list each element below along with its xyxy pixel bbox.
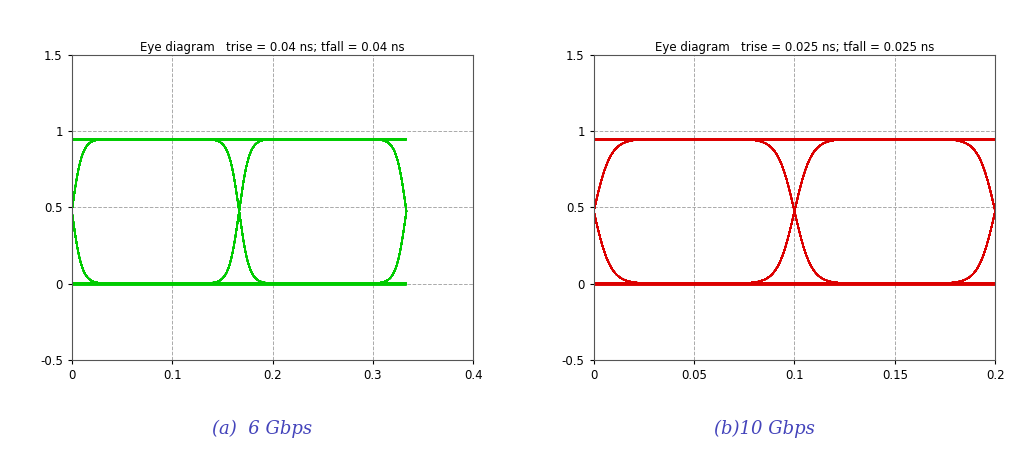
Text: (a)  6 Gbps: (a) 6 Gbps (211, 420, 312, 438)
Title: Eye diagram   trise = 0.04 ns; tfall = 0.04 ns: Eye diagram trise = 0.04 ns; tfall = 0.0… (141, 41, 405, 54)
Text: (b)10 Gbps: (b)10 Gbps (714, 420, 815, 438)
Title: Eye diagram   trise = 0.025 ns; tfall = 0.025 ns: Eye diagram trise = 0.025 ns; tfall = 0.… (655, 41, 934, 54)
